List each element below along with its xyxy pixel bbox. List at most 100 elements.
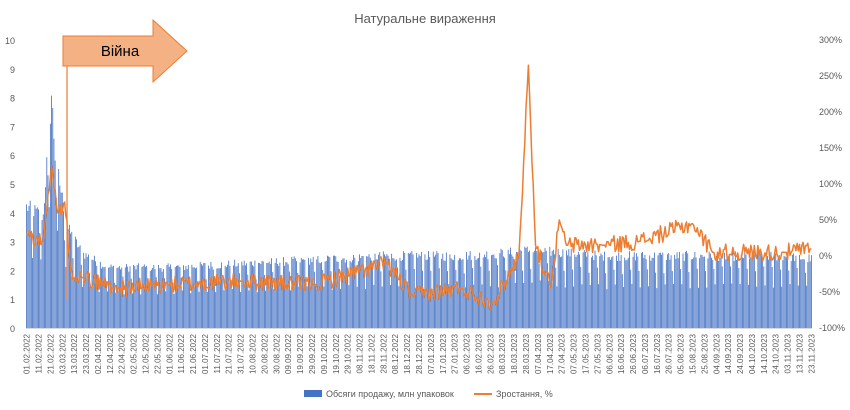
x-tick-label: 27.05.2023 (593, 333, 602, 374)
bar (92, 260, 94, 328)
bar (164, 278, 165, 328)
bar (665, 259, 667, 328)
bar (293, 256, 295, 328)
bar (557, 248, 559, 328)
bar (701, 255, 703, 328)
bar (582, 252, 584, 328)
bar (244, 265, 246, 328)
bar (350, 262, 352, 328)
bar (95, 261, 96, 328)
x-tick-label: 18.12.2022 (403, 333, 412, 374)
x-tick-label: 01.02.2022 (23, 333, 32, 374)
bar (486, 251, 488, 328)
bar (34, 205, 36, 328)
bar (589, 285, 591, 328)
bar (523, 282, 525, 328)
bar (109, 267, 111, 328)
bar (135, 269, 137, 328)
bar (659, 252, 661, 328)
bar (211, 266, 213, 328)
bar (583, 250, 585, 328)
bar (530, 268, 532, 328)
bar (709, 253, 711, 328)
bar (581, 284, 583, 328)
bar (290, 290, 291, 328)
bar (733, 260, 735, 328)
bar (299, 262, 301, 328)
x-tick-label: 09.09.2022 (284, 333, 293, 374)
bar (670, 255, 672, 328)
bar (310, 258, 312, 328)
bar (249, 261, 251, 328)
bar (702, 256, 704, 328)
bar (242, 265, 244, 328)
bar (183, 265, 184, 328)
bar (277, 263, 278, 328)
x-tick-label: 17.05.2023 (581, 333, 590, 374)
bar (482, 257, 484, 328)
bar (269, 263, 271, 328)
bar (322, 270, 324, 328)
x-tick-label: 28.03.2023 (522, 333, 531, 374)
bar (462, 259, 464, 328)
bar (330, 271, 332, 328)
legend-label-growth: Зростання, % (496, 389, 553, 399)
bar (61, 192, 63, 328)
bar (456, 285, 458, 328)
bar (806, 285, 808, 328)
bar (83, 252, 85, 328)
bar (406, 283, 408, 328)
x-tick-label: 01.06.2022 (165, 333, 174, 374)
bar (279, 262, 281, 328)
bar (32, 257, 33, 328)
x-tick-label: 27.04.2023 (558, 333, 567, 374)
bar (633, 252, 635, 328)
bar (385, 256, 387, 328)
bar (698, 287, 699, 328)
bar (112, 265, 114, 328)
bar (36, 207, 38, 328)
bar (266, 262, 268, 328)
bar (260, 263, 262, 328)
bar (84, 258, 86, 328)
bar (104, 266, 106, 328)
bar (349, 261, 351, 328)
y-right-tick-label: 100% (819, 179, 842, 189)
bar (558, 254, 560, 328)
x-tick-label: 21.07.2022 (225, 333, 234, 374)
bar (591, 257, 592, 328)
bar (253, 266, 255, 328)
bar (53, 138, 55, 328)
x-tick-label: 17.01.2023 (439, 333, 448, 374)
bar (217, 268, 219, 328)
bar (682, 253, 684, 328)
bar (267, 262, 269, 328)
bar (795, 255, 797, 328)
x-tick-label: 07.01.2023 (427, 333, 436, 374)
bar (397, 267, 399, 328)
bar (631, 283, 633, 328)
bar (737, 254, 739, 328)
bar (248, 290, 250, 328)
bar (341, 259, 343, 328)
bar (325, 260, 327, 328)
bar (662, 252, 664, 328)
bar (312, 256, 314, 328)
bar (146, 265, 148, 328)
bar (555, 267, 557, 328)
bar (529, 250, 530, 328)
bar (623, 287, 624, 328)
bar (317, 255, 319, 328)
bar (340, 289, 341, 328)
bar (229, 265, 231, 328)
bar (596, 267, 598, 328)
bar (41, 219, 43, 328)
bar (33, 216, 35, 328)
bar (648, 286, 649, 328)
bar (82, 286, 83, 328)
bar (91, 259, 93, 328)
bar (525, 247, 527, 328)
bar (97, 277, 99, 328)
bar (501, 250, 503, 328)
bar (171, 269, 173, 328)
